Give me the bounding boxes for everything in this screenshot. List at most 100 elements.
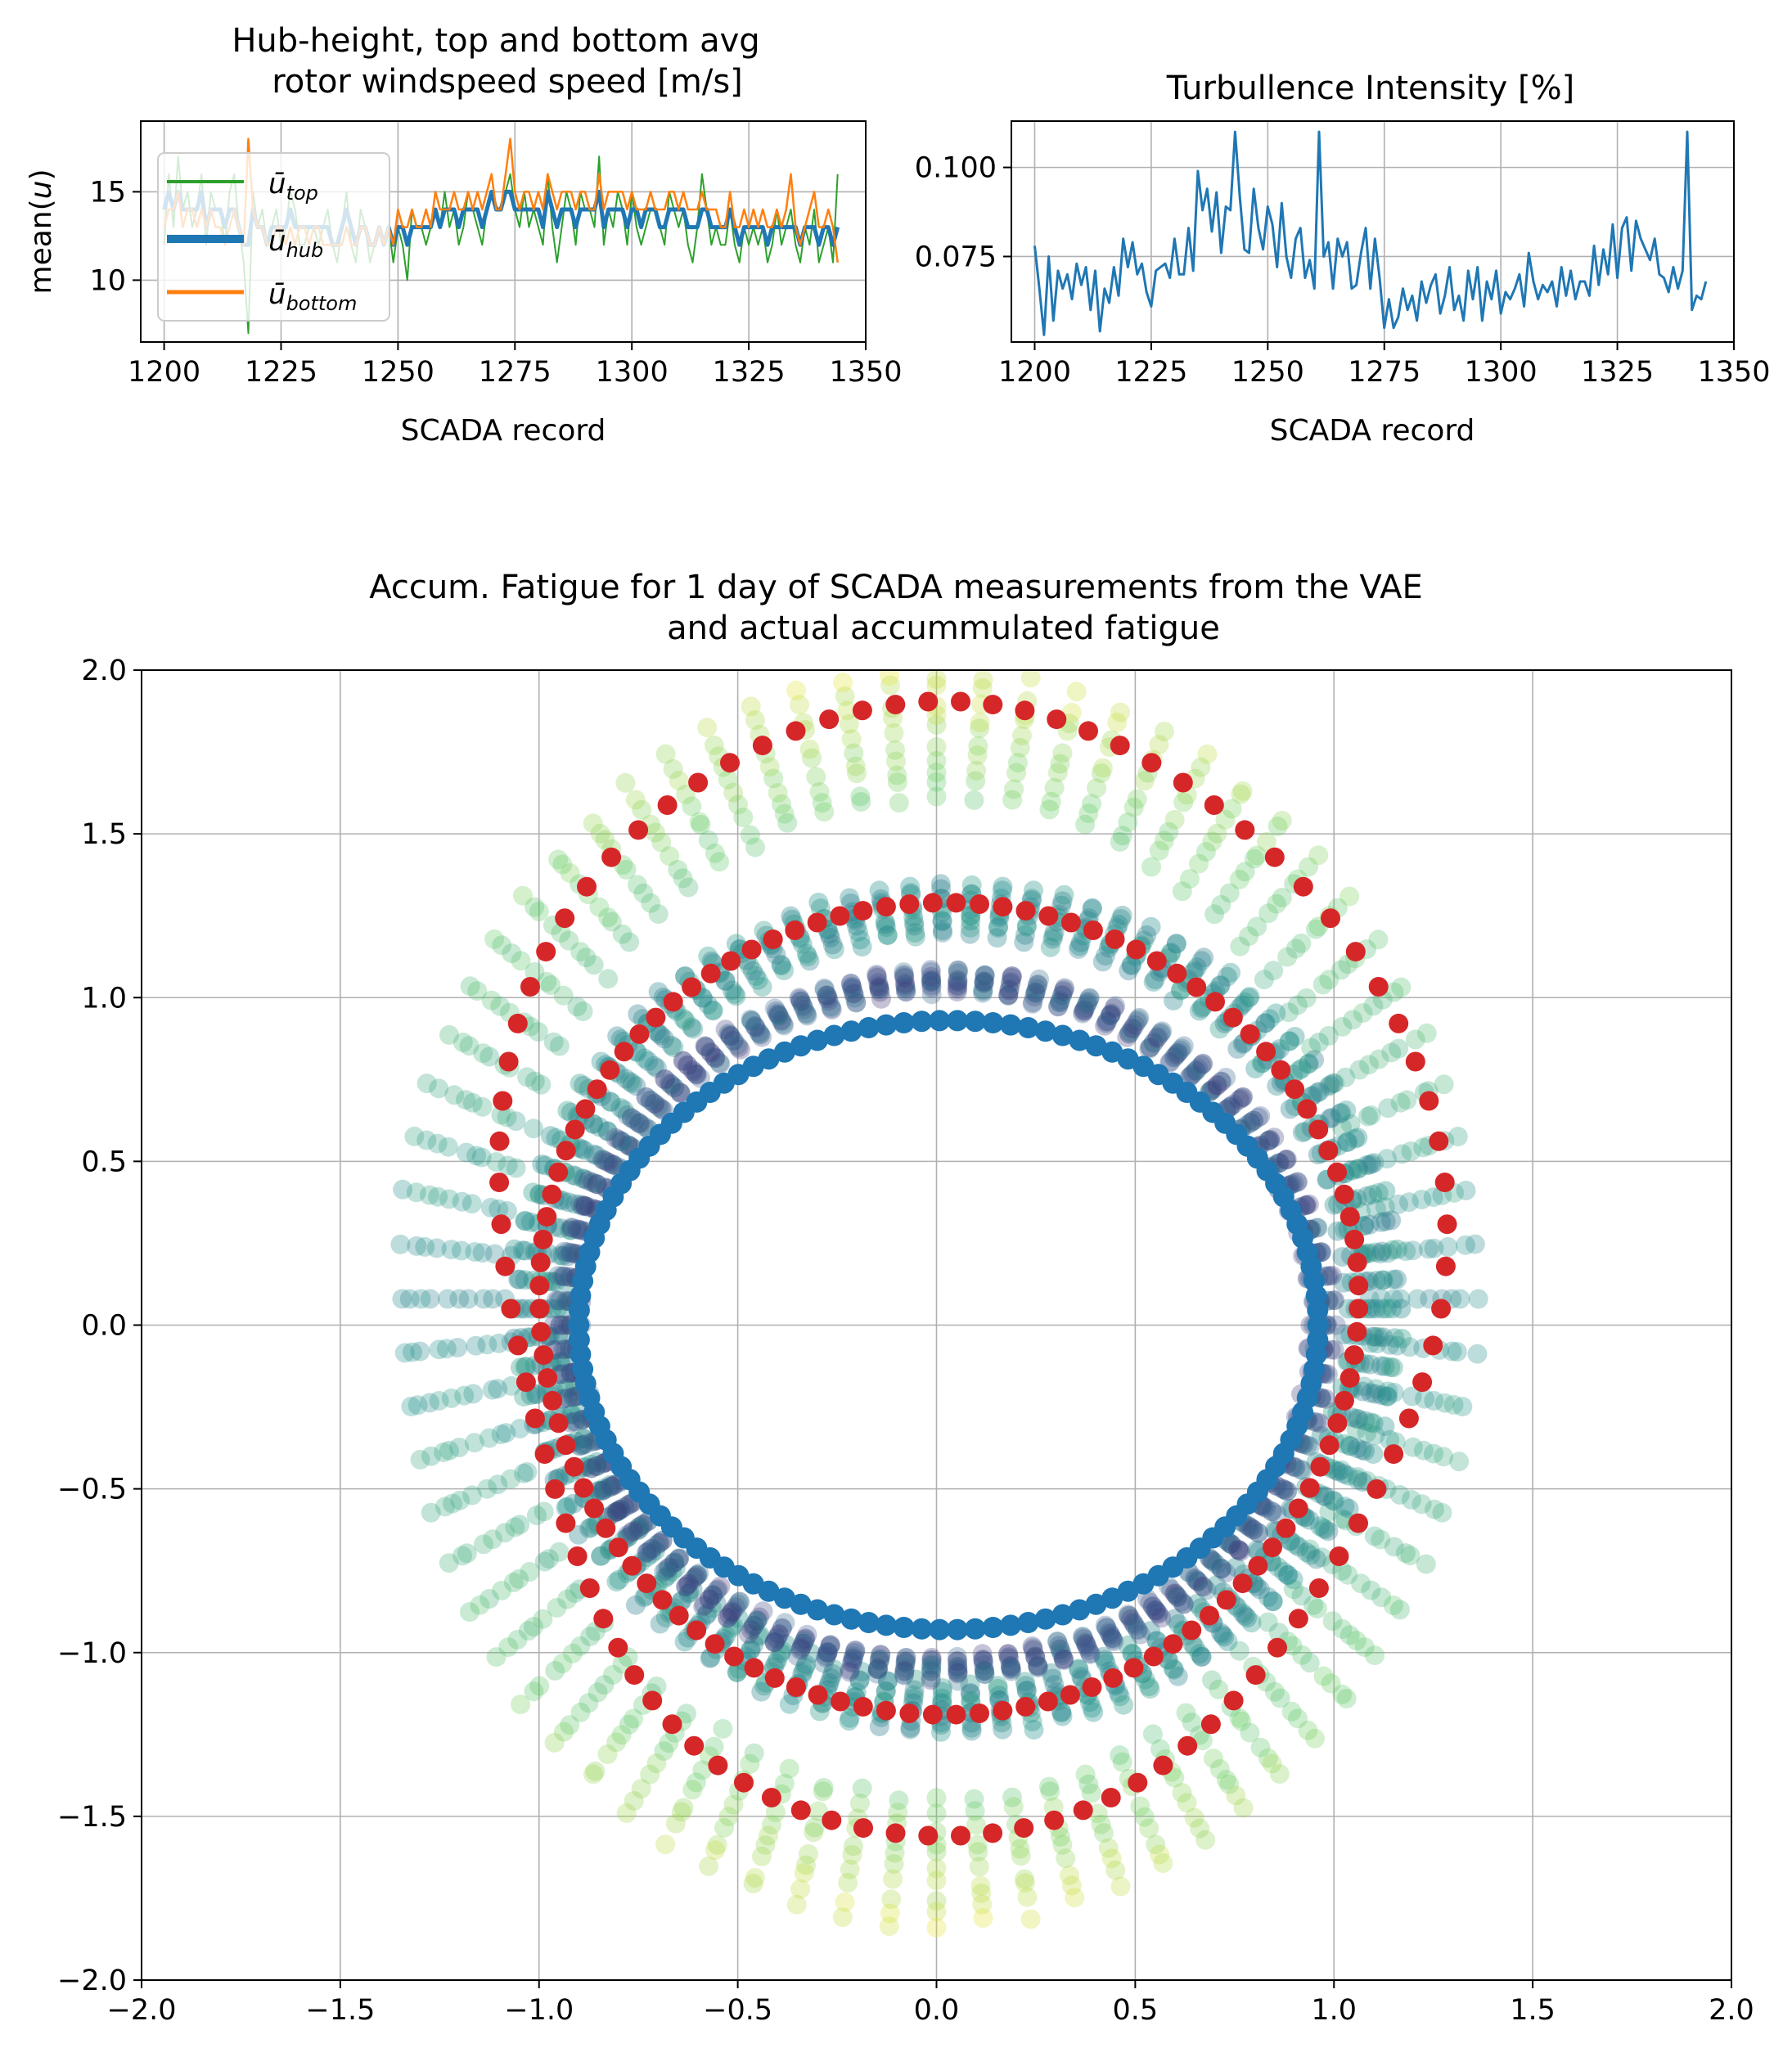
vae-sample-point: [676, 785, 696, 804]
actual-fatigue-point: [622, 1555, 642, 1576]
actual-fatigue-point: [600, 1060, 620, 1080]
vae-sample-point: [1247, 1540, 1267, 1560]
vae-sample-point: [1283, 1579, 1303, 1600]
vae-sample-point: [1334, 1272, 1353, 1293]
vae-sample-point: [1339, 1435, 1360, 1456]
vae-sample-point: [1293, 1461, 1312, 1480]
vae-sample-point: [974, 1654, 994, 1675]
vae-sample-point: [926, 1788, 947, 1808]
vae-sample-point: [729, 1591, 750, 1612]
vae-sample-point: [764, 998, 785, 1019]
vae-sample-point: [974, 973, 994, 993]
vae-sample-point: [926, 1842, 947, 1861]
vae-sample-point: [885, 1843, 905, 1863]
vae-sample-point: [570, 1074, 590, 1094]
vae-sample-point: [790, 991, 811, 1011]
vae-sample-point: [1184, 1807, 1204, 1828]
vae-sample-point: [1192, 1731, 1213, 1751]
vae-sample-point: [415, 1236, 435, 1257]
vae-sample-point: [1188, 1572, 1209, 1592]
vae-sample-point: [1382, 1299, 1403, 1319]
vae-sample-point: [921, 1648, 942, 1668]
vae-sample-point: [474, 1534, 493, 1555]
vae-sample-point: [698, 946, 718, 966]
vae-sample-point: [1025, 983, 1046, 1004]
vae-sample-point: [1231, 1542, 1251, 1562]
vae-sample-point: [816, 1645, 836, 1666]
vae-sample-point: [641, 893, 661, 913]
vae-sample-point: [1384, 1289, 1403, 1309]
vae-sample-point: [576, 1434, 596, 1454]
vae-sample-point: [1424, 1238, 1444, 1258]
vae-sample-point: [813, 1781, 833, 1802]
vae-sample-point: [961, 911, 981, 931]
vae-sample-point: [623, 1521, 643, 1542]
vae-sample-point: [723, 1030, 744, 1051]
vae-sample-point: [622, 1108, 642, 1128]
vae-sample-point: [541, 975, 561, 995]
vae-sample-point: [650, 1533, 669, 1553]
vae-sample-point: [1144, 1033, 1164, 1052]
vae-sample-point: [1101, 1005, 1121, 1025]
actual-fatigue-point: [885, 695, 906, 715]
vae-sample-point: [1380, 1335, 1400, 1355]
actual-fatigue-point: [489, 1173, 510, 1193]
vae-sample-point: [1081, 1783, 1101, 1803]
vae-sample-point: [1055, 978, 1075, 998]
vae-sample-point: [1145, 970, 1165, 990]
vae-sample-point: [438, 1289, 458, 1309]
vae-sample-point: [1336, 1688, 1357, 1708]
vae-sample-point: [878, 1671, 898, 1691]
vae-sample-point: [633, 1515, 653, 1535]
vae-sample-point: [1182, 1065, 1202, 1085]
actual-fatigue-point: [1367, 1479, 1387, 1499]
vae-sample-point: [749, 1607, 769, 1627]
vae-sample-point: [975, 1664, 995, 1684]
vae-sample-point: [682, 1017, 702, 1038]
vae-sample-point: [1191, 1646, 1212, 1667]
vae-sample-point: [488, 1474, 508, 1495]
vae-sample-point: [844, 988, 865, 1008]
actual-fatigue-point: [652, 1590, 673, 1610]
vae-mean-point: [758, 1580, 780, 1602]
actual-fatigue-point: [545, 1479, 565, 1499]
vae-sample-point: [1285, 938, 1306, 959]
vae-sample-point: [1443, 1394, 1464, 1415]
vae-sample-point: [1217, 966, 1237, 987]
vae-sample-point: [1105, 996, 1126, 1016]
vae-sample-point: [1316, 1389, 1336, 1409]
vae-sample-point: [880, 670, 900, 686]
vae-sample-point: [896, 1648, 916, 1668]
vae-sample-point: [1075, 1632, 1096, 1653]
vae-sample-point: [1366, 1199, 1386, 1219]
vae-sample-point: [973, 1650, 993, 1671]
vae-sample-point: [491, 1425, 511, 1444]
vae-sample-point: [583, 813, 603, 834]
vae-sample-point: [1020, 1909, 1041, 1929]
vae-sample-point: [439, 1440, 459, 1461]
vae-sample-point: [552, 1654, 573, 1673]
vae-sample-point: [1248, 1107, 1268, 1128]
vae-sample-point: [588, 1682, 608, 1703]
vae-sample-point: [723, 782, 744, 803]
vae-sample-point: [1078, 1774, 1099, 1794]
vae-sample-point: [1235, 992, 1255, 1012]
fatigue-points: [390, 670, 1488, 1938]
vae-sample-point: [777, 812, 798, 833]
vae-sample-point: [705, 1840, 726, 1861]
vae-sample-point: [1213, 1625, 1233, 1645]
y-tick-label: −1.5: [57, 1801, 127, 1834]
vae-sample-point: [1002, 1787, 1022, 1807]
vae-sample-point: [1016, 1681, 1037, 1701]
actual-fatigue-point: [587, 1079, 607, 1100]
vae-sample-point: [968, 1842, 988, 1862]
x-tick-label: 1325: [713, 356, 786, 389]
vae-sample-point: [1207, 823, 1227, 844]
vae-sample-point: [593, 1478, 614, 1498]
vae-sample-point: [790, 991, 811, 1011]
vae-sample-point: [1456, 1235, 1475, 1255]
vae-sample-point: [822, 1663, 843, 1684]
vae-sample-point: [600, 1474, 620, 1495]
actual-fatigue-point: [556, 1141, 576, 1161]
